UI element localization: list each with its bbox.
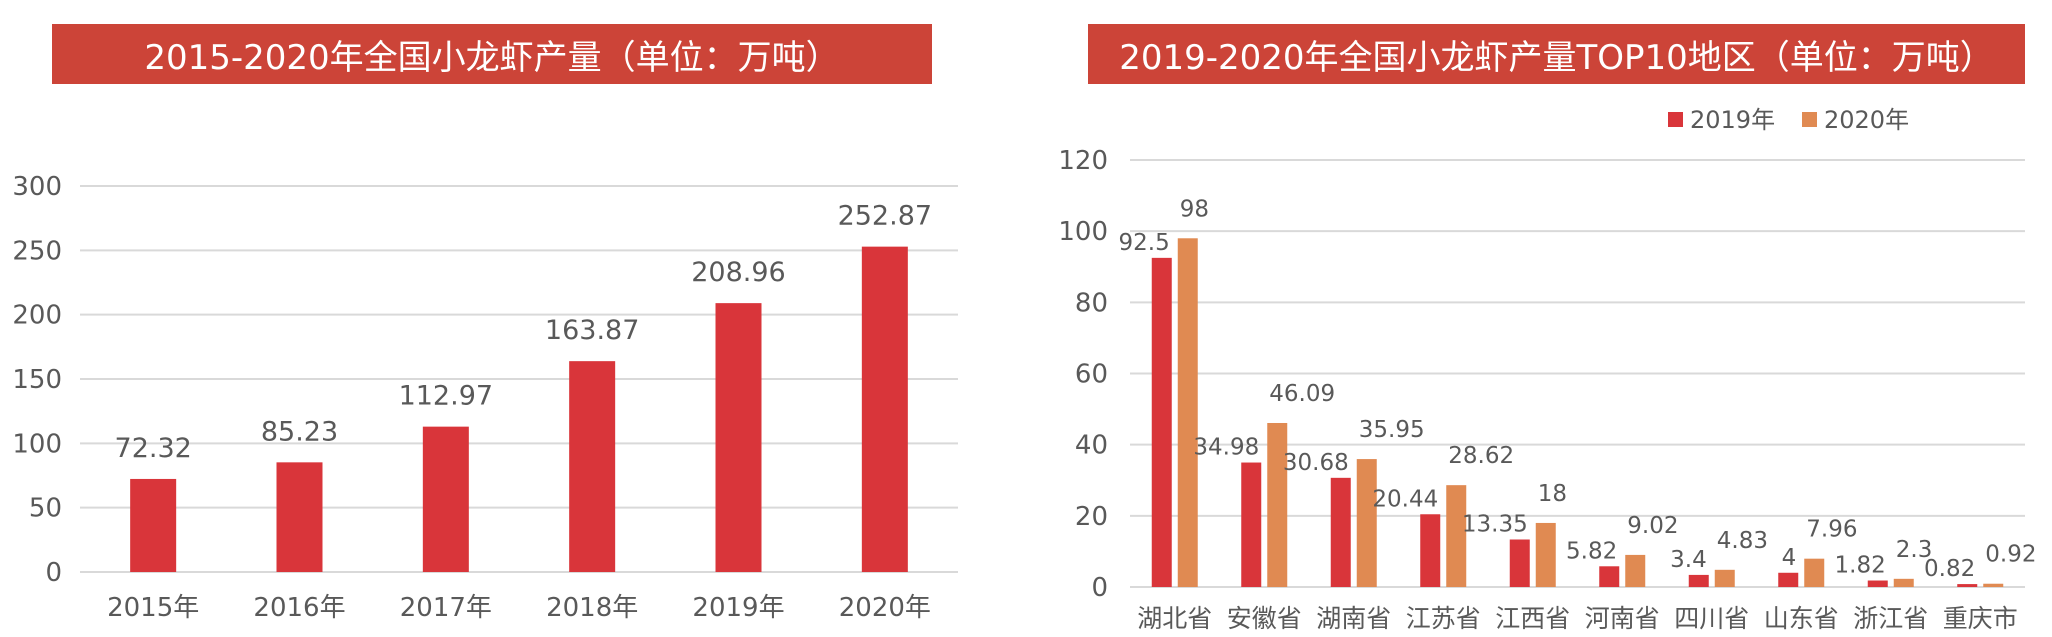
right-bar-series-1 (1714, 569, 1735, 587)
right-bar-series-0 (1778, 572, 1799, 587)
left-bar (422, 426, 469, 572)
legend-label-0: 2019年 (1690, 106, 1775, 134)
right-bar-series-0 (1867, 580, 1888, 587)
right-chart-title-banner: 2019-2020年全国小龙虾产量TOP10地区（单位：万吨） (1088, 24, 2025, 84)
left-y-tick-label: 300 (12, 172, 62, 202)
right-bar-series-0 (1151, 257, 1172, 587)
right-bar-series-0 (1599, 566, 1620, 587)
right-x-tick-label: 山东省 (1764, 604, 1839, 633)
left-bar-value-label: 72.32 (115, 433, 192, 464)
right-x-tick-label: 湖北省 (1137, 604, 1212, 633)
right-bar-value-label: 7.96 (1806, 517, 1857, 543)
legend-swatch-0 (1668, 112, 1683, 127)
left-bar (276, 462, 323, 572)
right-y-tick-label: 40 (1075, 431, 1108, 461)
right-bar-value-label: 98 (1180, 196, 1209, 222)
right-bar-value-label: 28.62 (1448, 443, 1514, 469)
right-bar-value-label: 13.35 (1462, 511, 1528, 537)
right-x-tick-label: 江苏省 (1406, 604, 1481, 633)
left-bar (861, 246, 908, 572)
left-bar-value-label: 252.87 (838, 201, 932, 232)
right-bar-value-label: 0.82 (1924, 556, 1975, 582)
right-bar-series-0 (1330, 477, 1351, 587)
left-chart-title: 2015-2020年全国小龙虾产量（单位：万吨） (144, 37, 840, 78)
left-bar-value-label: 163.87 (545, 315, 639, 346)
right-bar-series-0 (1420, 514, 1441, 587)
left-y-tick-label: 50 (29, 494, 62, 524)
right-bar-value-label: 20.44 (1372, 486, 1438, 512)
right-bar-value-label: 1.82 (1835, 553, 1886, 579)
legend-swatch-1 (1802, 112, 1817, 127)
legend-label-1: 2020年 (1824, 106, 1909, 134)
left-x-tick-label: 2020年 (839, 593, 931, 623)
left-chart-national-output: 0 50 100 150 200 250 300 72.32 2015年 85.23 2016年 11… (12, 172, 958, 623)
right-bar-value-label: 4 (1782, 545, 1797, 571)
right-bar-series-0 (1509, 539, 1530, 587)
left-y-tick-label: 150 (12, 365, 62, 395)
left-bar (569, 361, 616, 572)
left-x-tick-label: 2016年 (253, 593, 345, 623)
right-bar-series-0 (1688, 574, 1709, 587)
right-bar-series-1 (1267, 422, 1288, 587)
left-bar-value-label: 85.23 (261, 416, 338, 447)
right-x-tick-label: 四川省 (1674, 604, 1749, 633)
right-y-tick-label: 0 (1091, 573, 1108, 603)
right-chart-title: 2019-2020年全国小龙虾产量TOP10地区（单位：万吨） (1119, 37, 1994, 78)
left-bar-value-label: 208.96 (691, 257, 785, 288)
right-bar-value-label: 34.98 (1193, 435, 1259, 461)
right-bar-value-label: 18 (1538, 481, 1567, 507)
right-bar-value-label: 2.3 (1896, 537, 1933, 563)
right-x-tick-label: 安徽省 (1227, 604, 1302, 633)
right-x-tick-label: 江西省 (1495, 604, 1570, 633)
right-x-tick-label: 河南省 (1585, 604, 1660, 633)
right-bar-series-1 (1356, 459, 1377, 587)
left-y-tick-label: 250 (12, 236, 62, 266)
right-bar-series-1 (1535, 522, 1556, 587)
left-bar (130, 478, 177, 572)
right-chart-top10-regions: 0 20 40 60 80 100 120 2019年 2020年 92.5 98 湖北省 34.98 4… (1058, 106, 2036, 633)
right-bar-value-label: 46.09 (1269, 381, 1335, 407)
left-x-tick-label: 2015年 (107, 593, 199, 623)
right-bar-value-label: 9.02 (1627, 513, 1678, 539)
right-x-tick-label: 浙江省 (1853, 604, 1928, 633)
right-bar-series-1 (1446, 485, 1467, 587)
left-chart-title-banner: 2015-2020年全国小龙虾产量（单位：万吨） (52, 24, 932, 84)
right-bar-series-1 (1804, 558, 1825, 587)
left-x-tick-label: 2018年 (546, 593, 638, 623)
right-bar-value-label: 0.92 (1985, 542, 2036, 568)
right-bar-series-1 (1983, 583, 2004, 587)
left-y-tick-label: 100 (12, 429, 62, 459)
right-y-tick-label: 60 (1075, 360, 1108, 390)
left-x-tick-label: 2019年 (692, 593, 784, 623)
right-bar-series-1 (1893, 578, 1914, 587)
right-x-tick-label: 湖南省 (1316, 604, 1391, 633)
right-bar-series-1 (1625, 554, 1646, 587)
right-y-tick-label: 20 (1075, 502, 1108, 532)
right-bar-value-label: 4.83 (1717, 528, 1768, 554)
left-bar-value-label: 112.97 (399, 381, 493, 412)
right-bar-value-label: 5.82 (1566, 538, 1617, 564)
right-bar-value-label: 3.4 (1670, 547, 1707, 573)
left-bar (715, 303, 762, 572)
left-y-tick-label: 200 (12, 301, 62, 331)
right-bar-series-1 (1177, 238, 1198, 588)
left-y-tick-label: 0 (45, 558, 62, 588)
right-bar-series-0 (1957, 584, 1978, 587)
right-y-tick-label: 120 (1058, 146, 1108, 176)
right-bar-value-label: 30.68 (1283, 450, 1349, 476)
right-y-tick-label: 100 (1058, 217, 1108, 247)
right-bar-value-label: 92.5 (1119, 230, 1170, 256)
right-bar-series-0 (1241, 462, 1262, 587)
right-y-tick-label: 80 (1075, 288, 1108, 318)
right-bar-value-label: 35.95 (1359, 417, 1425, 443)
left-x-tick-label: 2017年 (400, 593, 492, 623)
right-x-tick-label: 重庆市 (1943, 604, 2018, 633)
